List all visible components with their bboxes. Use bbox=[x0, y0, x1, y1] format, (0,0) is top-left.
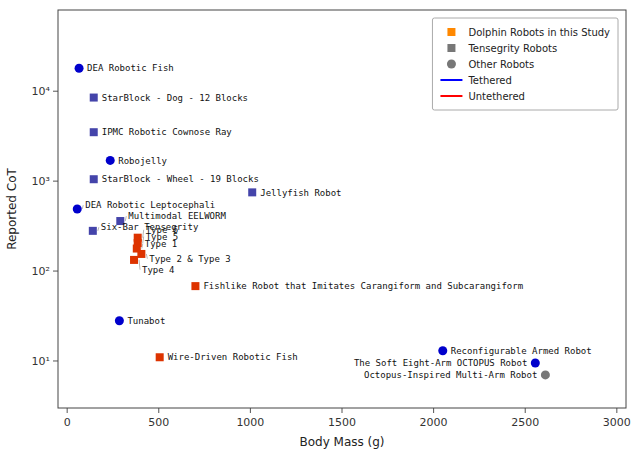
point-label: Multimodal EELWORM bbox=[128, 211, 226, 221]
point bbox=[248, 188, 256, 196]
legend-label: Dolphin Robots in this Study bbox=[468, 27, 610, 38]
x-tick-label: 1500 bbox=[328, 416, 356, 429]
points bbox=[73, 64, 550, 380]
leader-line bbox=[143, 237, 144, 243]
y-axis-label: Reported CoT bbox=[5, 168, 19, 250]
y-tick-label: 10⁴ bbox=[32, 85, 51, 98]
point bbox=[156, 353, 164, 361]
x-tick bbox=[342, 408, 343, 413]
point-label: Octopus-Inspired Multi-Arm Robot bbox=[364, 370, 537, 380]
y-tick bbox=[53, 91, 58, 92]
legend-label: Tethered bbox=[467, 75, 511, 86]
legend-swatch bbox=[440, 79, 462, 81]
point bbox=[106, 156, 115, 165]
legend-swatch bbox=[447, 44, 455, 52]
chart: 0 500 1000 1500 2000 2500 3000 10¹ 10² 10³ 10⁴ Body… bbox=[0, 0, 640, 454]
x-tick-label: 500 bbox=[148, 416, 169, 429]
point bbox=[90, 175, 98, 183]
x-tick-label: 1000 bbox=[236, 416, 264, 429]
legend-swatch bbox=[440, 95, 462, 97]
y-tick-label: 10² bbox=[32, 265, 50, 278]
point-label: StarBlock - Wheel - 19 Blocks bbox=[102, 174, 259, 184]
plot-background bbox=[58, 10, 626, 408]
legend-swatch bbox=[447, 60, 456, 69]
leader-line bbox=[82, 205, 83, 209]
x-tick-label: 3000 bbox=[603, 416, 631, 429]
legend-label: Other Robots bbox=[468, 59, 534, 70]
point-label: Jellyfish Robot bbox=[260, 188, 341, 198]
point bbox=[191, 282, 199, 290]
leader-line bbox=[139, 260, 140, 270]
point bbox=[130, 256, 138, 264]
x-tick bbox=[433, 408, 434, 413]
point-label: The Soft Eight-Arm OCTOPUS Robot bbox=[354, 358, 527, 368]
point bbox=[438, 346, 447, 355]
y-tick bbox=[53, 271, 58, 272]
x-axis-label: Body Mass (g) bbox=[299, 435, 384, 449]
y-tick-label: 10³ bbox=[32, 175, 50, 188]
point-label: Reconfigurable Armed Robot bbox=[451, 346, 592, 356]
point bbox=[90, 128, 98, 136]
y-tick bbox=[53, 181, 58, 182]
legend-label: Untethered bbox=[468, 91, 525, 102]
x-tick bbox=[67, 408, 68, 413]
plot-frame bbox=[58, 10, 626, 408]
point-label: Robojelly bbox=[118, 156, 167, 166]
point-label: Type 2 & Type 3 bbox=[149, 254, 230, 264]
point-label: IPMC Robotic Cownose Ray bbox=[102, 127, 233, 137]
leader-line bbox=[125, 216, 126, 221]
point-label: Tunabot bbox=[127, 316, 165, 326]
point-label: Fishlike Robot that Imitates Carangiform… bbox=[203, 281, 523, 291]
point-labels: DEA Robotic Fish StarBlock - Dog - 12 Blo… bbox=[85, 63, 591, 380]
point bbox=[137, 250, 145, 258]
point bbox=[89, 227, 97, 235]
x-tick-label: 2000 bbox=[420, 416, 448, 429]
point bbox=[75, 64, 84, 73]
point-label: DEA Robotic Fish bbox=[87, 63, 174, 73]
point bbox=[541, 370, 550, 379]
y-tick bbox=[53, 360, 58, 361]
x-tick bbox=[616, 408, 617, 413]
leader-line bbox=[146, 254, 147, 259]
legend: Dolphin Robots in this Study Tensegrity R… bbox=[432, 18, 618, 110]
x-tick bbox=[158, 408, 159, 413]
point bbox=[90, 94, 98, 102]
leader-line bbox=[98, 227, 99, 231]
point-label: Type 1 bbox=[145, 239, 178, 249]
x-tick-label: 0 bbox=[64, 416, 71, 429]
x-tick bbox=[250, 408, 251, 413]
point bbox=[73, 204, 82, 213]
x-tick bbox=[525, 408, 526, 413]
point bbox=[531, 358, 540, 367]
point bbox=[115, 316, 124, 325]
point-label: Type 4 bbox=[142, 265, 175, 275]
leader-line bbox=[142, 243, 143, 248]
y-tick-label: 10¹ bbox=[32, 355, 50, 368]
axes: 0 500 1000 1500 2000 2500 3000 10¹ 10² 10³ 10⁴ bbox=[32, 10, 631, 429]
point-label: DEA Robotic Leptocephali bbox=[85, 200, 215, 210]
legend-box bbox=[432, 18, 618, 110]
point-label: StarBlock - Dog - 12 Blocks bbox=[102, 93, 248, 103]
x-tick-label: 2500 bbox=[511, 416, 539, 429]
legend-label: Tensegrity Robots bbox=[467, 43, 557, 54]
legend-swatch bbox=[447, 28, 455, 36]
point-label: Wire-Driven Robotic Fish bbox=[168, 352, 298, 362]
